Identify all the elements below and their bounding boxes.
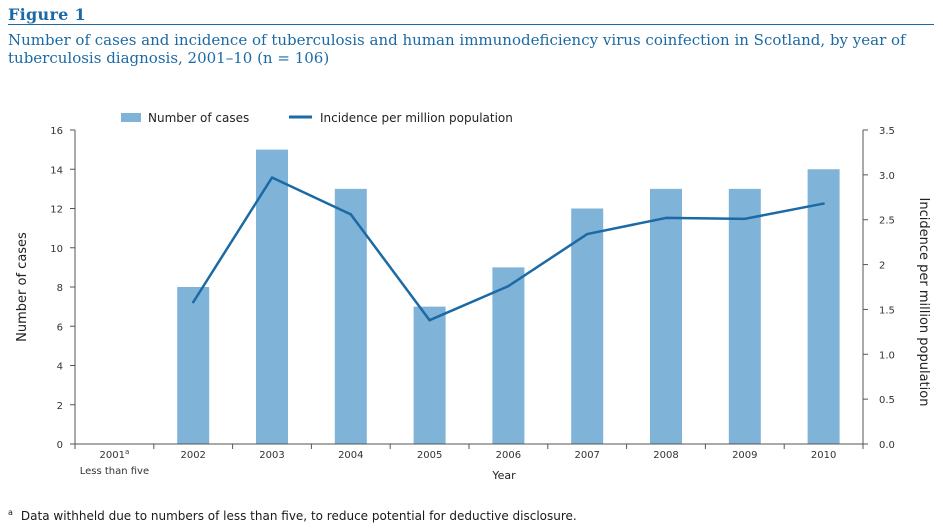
bar-2010 [807, 169, 840, 444]
bar-2006 [492, 267, 525, 444]
footnote-marker: a [8, 508, 13, 517]
y-right-tick-label: 0.5 [879, 395, 895, 406]
x-tick-label-2009: 2009 [732, 450, 757, 461]
y-right-tick-label: 2.5 [879, 216, 895, 227]
y-left-tick-label: 2 [57, 401, 63, 412]
y-right-tick-label: 1.0 [879, 350, 895, 361]
y-left-tick-label: 8 [57, 283, 63, 294]
y-axis-left-title: Number of cases [15, 232, 30, 342]
incidence-point-2008 [664, 216, 668, 220]
bar-2002 [177, 287, 210, 444]
y-right-tick-label: 0.0 [879, 440, 895, 451]
x-tick-label-2007: 2007 [574, 450, 599, 461]
bar-2005 [413, 306, 446, 444]
x-tick-label-2002: 2002 [180, 450, 205, 461]
y-axis-right-title: Incidence per million population [916, 198, 931, 407]
bar-2003 [256, 149, 288, 444]
legend-line-label: Incidence per million population [320, 111, 513, 125]
x-tick-label-2006: 2006 [496, 450, 521, 461]
y-left-tick-label: 16 [50, 126, 63, 137]
x-tick-label-2004: 2004 [338, 450, 363, 461]
x-tick-label-2005: 2005 [417, 450, 442, 461]
combo-chart: 0 2 4 6 8 10 12 14 16 0.0 0.5 1.0 1.5 2 2.5 3.0 3.5 2001a… [15, 111, 931, 482]
x-tick-label-2008: 2008 [653, 450, 678, 461]
y-left-tick-label: 4 [57, 362, 63, 373]
incidence-point-2010 [822, 202, 825, 205]
figure-label: Figure 1 [8, 5, 86, 24]
incidence-point-2003 [270, 176, 274, 179]
bar-2009 [728, 188, 761, 444]
x-tick-label-2010: 2010 [811, 450, 836, 461]
y-left-tick-label: 0 [57, 440, 63, 451]
incidence-point-2007 [586, 232, 589, 236]
bar-2008 [650, 188, 682, 444]
x-axis-title: Year [491, 469, 516, 482]
legend-bar-label: Number of cases [148, 111, 249, 125]
incidence-point-2004 [349, 213, 352, 216]
bar-2004 [334, 188, 367, 444]
footnote: a Data withheld due to numbers of less th… [8, 508, 577, 523]
x-tick-superscript: a [125, 448, 129, 456]
footnote-text: Data withheld due to numbers of less tha… [20, 509, 577, 523]
incidence-point-2009 [743, 217, 746, 221]
x-first-category-note: Less than five [80, 466, 149, 477]
y-left-tick-label: 10 [50, 244, 63, 255]
x-tick-label-2001: 2001a [100, 448, 130, 461]
incidence-point-2005 [428, 318, 431, 322]
y-right-tick-label: 3.5 [879, 126, 895, 137]
y-right-tick-label: 1.5 [879, 305, 895, 316]
figure-title: Number of cases and incidence of tubercu… [8, 31, 906, 67]
figure-rule [8, 24, 934, 25]
legend-bar-swatch [121, 113, 141, 122]
incidence-point-2006 [507, 284, 510, 288]
y-right-tick-label: 2 [879, 261, 885, 272]
bar-2007 [571, 208, 604, 444]
y-right-tick-label: 3.0 [879, 171, 895, 182]
incidence-point-2002 [192, 301, 195, 304]
x-tick-label-2003: 2003 [259, 450, 284, 461]
y-left-tick-label: 14 [50, 165, 63, 176]
y-left-tick-label: 12 [50, 205, 63, 216]
y-left-tick-label: 6 [57, 322, 63, 333]
